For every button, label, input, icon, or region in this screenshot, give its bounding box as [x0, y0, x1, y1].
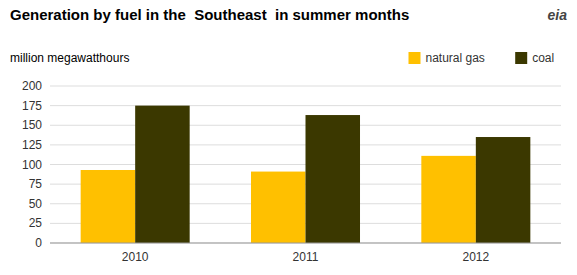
y-tick-label: 200: [22, 79, 42, 93]
y-tick-label: 150: [22, 118, 42, 132]
legend: natural gas coal: [409, 51, 555, 65]
bar: [81, 170, 136, 243]
annotation: eia: [548, 7, 568, 23]
title: Generation by fuel in the Southeast in s…: [10, 6, 409, 23]
legend-label: coal: [532, 51, 554, 65]
x-axis: 2010 2011 2012: [50, 243, 561, 264]
bar: [135, 106, 190, 243]
y-tick-label: 50: [29, 197, 43, 211]
x-tick-label: 2011: [293, 250, 319, 264]
grid-line: [50, 105, 561, 106]
y-tick-label: 175: [22, 99, 42, 113]
chart: Generation by fuel in the Southeast in s…: [0, 0, 577, 275]
legend-label: natural gas: [426, 51, 485, 65]
x-tick-label: 2012: [462, 250, 489, 264]
x-axis-line: [50, 243, 561, 244]
y-tick-label: 0: [35, 236, 42, 250]
bar: [251, 172, 306, 243]
subtitle: million megawatthours: [10, 51, 129, 65]
y-tick-label: 100: [22, 158, 42, 172]
grid-line: [50, 86, 561, 87]
legend-swatch: [409, 52, 421, 64]
bar: [476, 137, 531, 243]
grid-line: [50, 243, 561, 244]
legend-swatch: [515, 52, 527, 64]
bar: [306, 115, 361, 243]
y-tick-label: 75: [29, 177, 43, 191]
y-tick-label: 125: [22, 138, 42, 152]
bar: [421, 156, 476, 243]
y-axis: 0 25 50 75 100 125 150 175 200: [22, 79, 561, 250]
y-tick-label: 25: [29, 216, 43, 230]
x-tick-label: 2010: [122, 250, 149, 264]
bars: [81, 106, 531, 243]
